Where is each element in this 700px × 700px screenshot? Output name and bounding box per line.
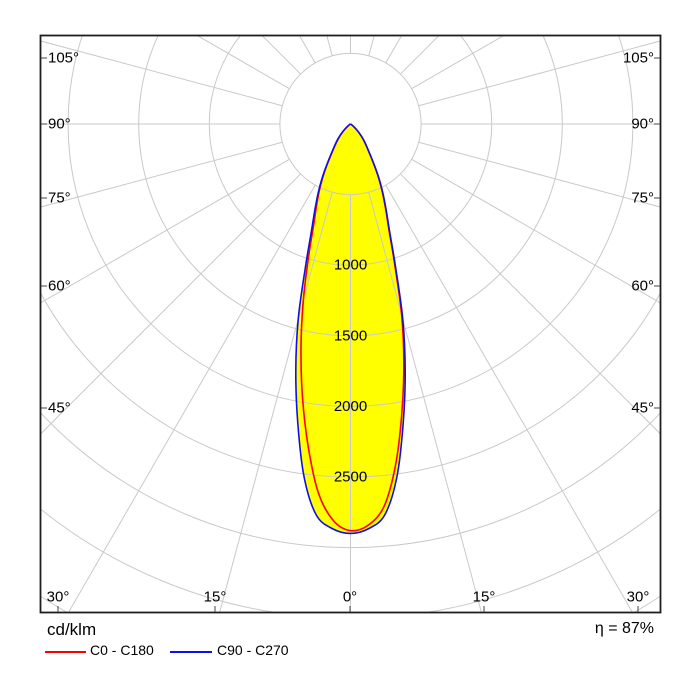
angle-label: 0° [343,589,357,606]
ring-value-labels: 1000 1500 2000 2500 [334,257,367,486]
angle-label: 75° [48,190,71,207]
angle-label: 15° [204,589,227,606]
curve-c90-c270 [294,123,407,535]
ring-value-label: 1500 [334,327,367,344]
angle-label: 75° [631,190,654,207]
ring-value-label: 2000 [334,398,367,415]
angle-label: 105° [48,50,79,67]
intensity-curves [294,123,407,535]
c0-c180-line-swatch [45,651,86,653]
angle-label: 90° [48,116,71,133]
ring-value-label: 1000 [334,257,367,274]
angle-label: 105° [623,50,654,67]
angle-label: 30° [47,589,70,606]
c90-c270-line-swatch [170,651,212,653]
angle-labels: 105° 90° 75° 60° 45° 105° 90° 75° 60° 45° 30° 15° 0°… [47,50,654,606]
c0-c180-legend-label: C0 - C180 [90,642,154,658]
ring-value-label: 2500 [334,469,367,486]
plot-frame [39,34,662,614]
angle-label: 30° [627,589,650,606]
axis-ticks [41,57,660,612]
efficiency-label: η = 87% [594,620,654,637]
angle-label: 45° [631,400,654,417]
angle-label: 90° [631,116,654,133]
angle-label: 15° [473,589,496,606]
angle-label: 60° [631,278,654,295]
units-label: cd/klm [47,620,97,639]
angle-label: 45° [48,400,71,417]
c90-c270-legend-label: C90 - C270 [217,642,289,658]
angle-label: 60° [48,278,71,295]
